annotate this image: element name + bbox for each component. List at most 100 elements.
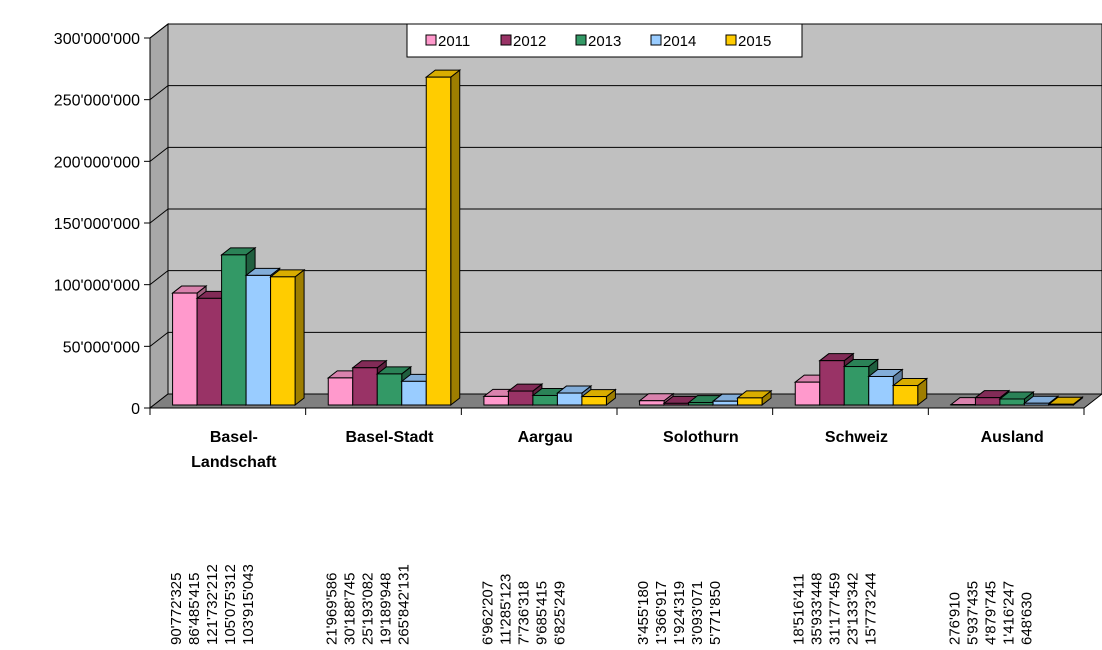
bar-front — [974, 397, 1001, 406]
value-label-2015: 103'915'043 — [240, 564, 257, 645]
value-label-2011: 6'962'207 — [479, 581, 496, 645]
value-label-2014: 23'133'342 — [845, 573, 862, 645]
x-axis: Basel- Landschaft Basel-Stadt Aargau Solothu… — [149, 407, 1085, 471]
value-label-2014: 9'685'415 — [533, 581, 550, 645]
bar-2015-Basel-Landschaft — [269, 268, 306, 407]
value-label-2012: 1'366'917 — [653, 581, 670, 645]
value-label-2013: 31'177'459 — [827, 573, 844, 645]
gridline-side — [149, 23, 169, 39]
value-labels: 90'772'325 86'485'415 121'732'212 105'075'3… — [168, 564, 1035, 645]
bar-front — [843, 366, 870, 406]
bar-front — [556, 392, 583, 406]
bar-front — [737, 397, 763, 406]
category-label: Basel- — [210, 429, 258, 446]
bar-2015-Basel-Stadt — [424, 69, 462, 407]
value-label-2012: 5'937'435 — [964, 581, 981, 645]
bar-2015-Aargau — [580, 388, 617, 407]
bar-front — [327, 377, 354, 406]
legend-label-2012: 2012 — [513, 33, 546, 50]
bar-front — [868, 375, 894, 406]
value-label-2011: 90'772'325 — [168, 573, 185, 645]
value-label-2014: 105'075'312 — [222, 564, 239, 645]
y-tick-label: 50'000'000 — [63, 339, 140, 356]
value-label-2011: 276'910 — [946, 592, 963, 645]
bar-front — [712, 400, 739, 406]
bar-front — [425, 76, 452, 406]
bar-front — [639, 400, 665, 406]
bar-front — [999, 398, 1025, 406]
bar-front — [196, 297, 223, 406]
bar-front — [376, 373, 403, 406]
bar-front — [1023, 402, 1050, 406]
category-label: Aargau — [518, 429, 573, 446]
legend-label-2013: 2013 — [588, 33, 621, 50]
y-tick-label: 200'000'000 — [54, 154, 140, 171]
value-label-2013: 1'924'319 — [671, 581, 688, 645]
bar-front — [663, 402, 690, 406]
bar-front — [172, 292, 198, 406]
y-tick-label: 250'000'000 — [54, 93, 140, 110]
bar-front — [401, 380, 427, 406]
bar-2012-Basel-Stadt — [351, 359, 388, 407]
value-label-2013: 121'732'212 — [204, 564, 221, 645]
bar-2015-Solothurn — [736, 389, 773, 407]
gridline-side — [149, 208, 169, 224]
value-label-2012: 35'933'448 — [809, 573, 826, 645]
gridlines — [149, 23, 1102, 347]
legend-swatch-2011 — [425, 34, 437, 46]
value-label-2014: 3'093'071 — [689, 581, 706, 645]
value-label-2013: 25'193'082 — [360, 573, 377, 645]
legend-swatch-2012 — [500, 34, 512, 46]
bar-2015-Schweiz — [891, 377, 929, 407]
bar-front — [245, 274, 272, 406]
legend-swatch-2014 — [650, 34, 662, 46]
value-label-2014: 19'189'948 — [378, 573, 395, 645]
bar-front — [819, 360, 845, 406]
bars — [171, 69, 1084, 407]
bar-side — [294, 268, 305, 407]
value-label-2014: 1'416'247 — [1000, 581, 1017, 645]
legend-label-2014: 2014 — [663, 33, 696, 50]
value-label-2015: 265'842'131 — [396, 564, 413, 645]
gridline-side — [149, 85, 169, 101]
y-tick-label: 0 — [131, 401, 140, 418]
bar-front — [221, 254, 247, 406]
bar-side — [450, 69, 461, 407]
value-label-2013: 4'879'745 — [982, 581, 999, 645]
value-label-2015: 15'773'244 — [863, 573, 880, 645]
legend: 2011 2012 2013 2014 2015 — [406, 23, 803, 58]
legend-label-2011: 2011 — [438, 33, 470, 50]
bar-front — [581, 396, 607, 406]
value-label-2012: 30'188'745 — [342, 573, 359, 645]
bar-front — [507, 390, 534, 406]
bar-front — [352, 367, 378, 406]
legend-swatch-2015 — [725, 34, 737, 46]
bar-2015-Ausland — [1047, 396, 1084, 407]
category-label: Schweiz — [825, 429, 888, 446]
value-label-2015: 648'630 — [1018, 592, 1035, 645]
bar-front — [1048, 403, 1074, 406]
gridline-side — [149, 331, 169, 347]
category-label: Landschaft — [191, 454, 277, 471]
bar-front — [483, 395, 509, 406]
bar-front — [270, 276, 296, 406]
value-label-2011: 3'455'180 — [635, 581, 652, 645]
category-label: Basel-Stadt — [345, 429, 434, 446]
category-label: Solothurn — [663, 429, 739, 446]
y-tick-label: 150'000'000 — [54, 216, 140, 233]
bar-front — [794, 381, 821, 406]
bar-front — [892, 385, 919, 406]
value-label-2011: 18'516'411 — [791, 574, 808, 645]
y-tick-label: 100'000'000 — [54, 278, 140, 295]
gridline-side — [149, 146, 169, 162]
value-label-2012: 86'485'415 — [186, 573, 203, 645]
value-label-2015: 6'825'249 — [551, 581, 568, 645]
y-tick-label: 300'000'000 — [54, 31, 140, 48]
value-label-2015: 5'771'850 — [707, 581, 724, 645]
bar-front — [532, 394, 558, 406]
value-label-2011: 21'969'586 — [324, 573, 341, 645]
bar-front — [688, 402, 714, 406]
gridline-side — [149, 270, 169, 286]
y-axis: 0 50'000'000 100'000'000 150'000'000 200'000… — [54, 31, 151, 418]
